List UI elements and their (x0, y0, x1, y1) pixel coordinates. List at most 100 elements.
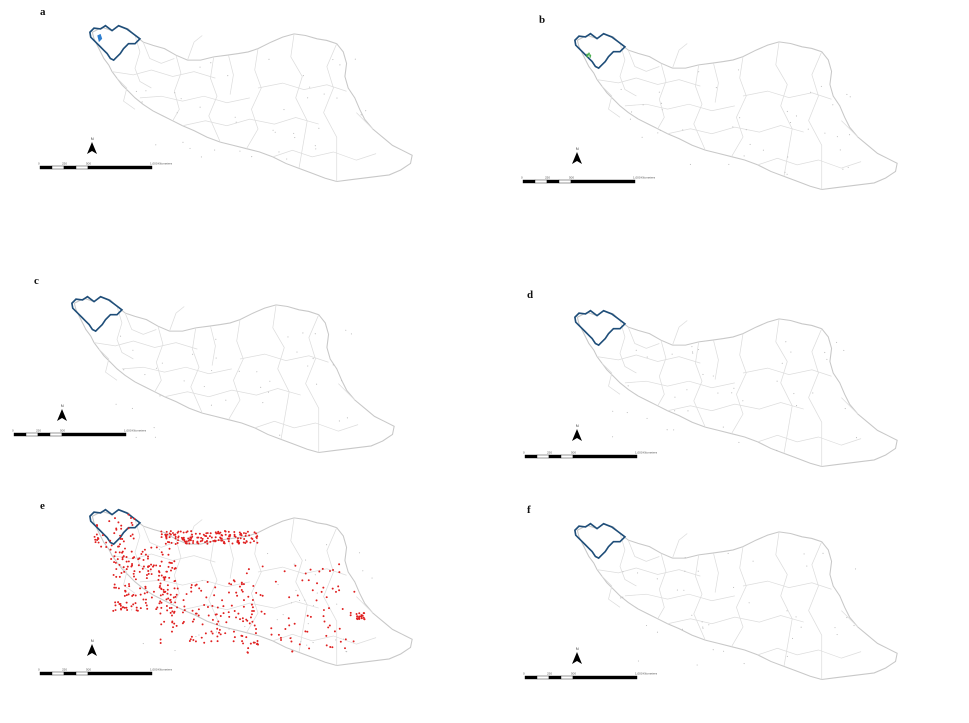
province-boundary (841, 610, 859, 628)
scale-bar-segment (63, 671, 77, 676)
map-detail-dot (803, 553, 805, 555)
occurrence-point (172, 626, 175, 629)
map-detail-dot (115, 403, 117, 405)
scale-bar-segment (49, 432, 63, 437)
occurrence-point (239, 618, 242, 621)
occurrence-point (129, 517, 132, 520)
occurrence-point (214, 613, 217, 616)
occurrence-point (180, 536, 183, 539)
occurrence-point (247, 647, 250, 650)
occurrence-point (216, 627, 219, 630)
map-canvas: N 0 250 500 1,000 Kilometers (523, 522, 898, 681)
map-detail-dot (671, 353, 673, 355)
occurrence-point (124, 584, 127, 587)
province-boundary (254, 420, 359, 432)
occurrence-point (95, 533, 98, 536)
province-boundary (154, 326, 164, 392)
occurrence-point (142, 598, 145, 601)
occurrence-point (118, 551, 121, 554)
occurrence-point (165, 537, 168, 540)
occurrence-point (245, 618, 248, 621)
map-detail-dot (272, 129, 274, 131)
occurrence-point (225, 621, 228, 624)
occurrence-point (233, 610, 236, 613)
map-detail-dot (732, 586, 735, 589)
map-detail-dot (846, 616, 848, 619)
map-detail-dot (298, 599, 301, 602)
occurrence-point (158, 574, 161, 577)
occurrence-point (349, 614, 352, 617)
map-detail-dot (210, 62, 212, 64)
occurrence-point (252, 641, 255, 644)
occurrence-point (114, 586, 117, 589)
map-detail-dot (854, 568, 857, 570)
map-detail-dot (742, 400, 744, 402)
scale-bar-segment (536, 454, 550, 459)
occurrence-point (219, 536, 222, 539)
occurrence-point (242, 642, 245, 645)
occurrence-point (328, 607, 330, 610)
map-detail-dot (826, 358, 828, 360)
occurrence-point (162, 576, 165, 579)
occurrence-point (123, 594, 126, 597)
occurrence-point (242, 541, 245, 544)
occurrence-point (363, 612, 366, 615)
map-detail-dot (682, 129, 684, 131)
map-detail-dot (362, 570, 364, 572)
province-boundary (619, 43, 637, 97)
occurrence-point (176, 587, 179, 590)
occurrence-point (322, 609, 325, 612)
occurrence-point (218, 631, 221, 634)
panel-label: f (527, 504, 531, 516)
occurrence-point (96, 539, 99, 542)
map-detail-dot (210, 404, 213, 406)
occurrence-point (116, 558, 119, 561)
occurrence-point (131, 564, 134, 567)
occurrence-point (164, 533, 167, 536)
occurrence-point (206, 606, 209, 608)
occurrence-point (119, 607, 122, 610)
occurrence-point (289, 637, 292, 640)
occurrence-point (94, 541, 97, 544)
occurrence-point (114, 604, 117, 607)
map-detail-dot (135, 436, 137, 438)
scale-bar: 0 250 500 1,000 Kilometers (521, 176, 656, 184)
occurrence-point (321, 567, 324, 570)
occurrence-point (187, 537, 190, 540)
map-detail-dot (304, 559, 307, 561)
occurrence-point (133, 570, 136, 573)
occurrence-point (110, 544, 113, 547)
occurrence-point (202, 533, 205, 536)
province-boundary (841, 397, 859, 415)
map-detail-dot (733, 387, 735, 389)
map-detail-dot (123, 369, 125, 371)
occurrence-point (227, 540, 230, 543)
map-detail-dot (294, 137, 296, 139)
map-detail-dot (781, 362, 783, 364)
occurrence-point (248, 534, 251, 537)
occurrence-point (173, 560, 176, 563)
occurrence-point (344, 638, 347, 641)
map-detail-dot (849, 96, 851, 98)
occurrence-point (358, 618, 361, 620)
map-detail-dot (738, 441, 740, 444)
occurrence-point (183, 539, 186, 542)
scale-bar-label: 1,000 (150, 668, 158, 672)
occurrence-point (125, 556, 128, 558)
occurrence-point (255, 532, 258, 535)
occurrence-point (362, 616, 365, 619)
occurrence-point (133, 517, 136, 520)
map-detail-dot (681, 628, 683, 630)
occurrence-point (114, 551, 117, 554)
occurrence-point (240, 588, 243, 591)
occurrence-point (209, 540, 212, 543)
map-detail-dot (274, 131, 276, 133)
province-boundary (619, 320, 637, 374)
map-detail-dot (145, 90, 147, 92)
province-boundary (596, 567, 701, 577)
occurrence-point (201, 623, 204, 626)
occurrence-point (120, 524, 123, 527)
occurrence-point (160, 530, 163, 533)
occurrence-point (328, 624, 331, 627)
occurrence-point (309, 615, 312, 618)
